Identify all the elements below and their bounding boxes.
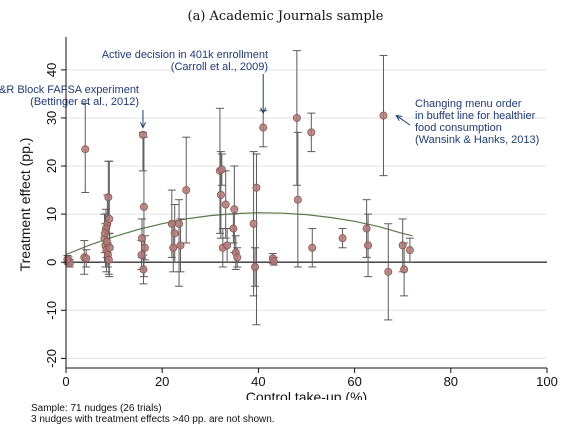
note-omitted: 3 nudges with treatment effects >40 pp. … bbox=[31, 414, 275, 425]
annotations: Active decision in 401k enrollment (Carro… bbox=[0, 49, 539, 146]
data-point bbox=[139, 131, 146, 138]
data-point bbox=[170, 244, 177, 251]
data-point bbox=[183, 186, 190, 193]
note-sample: Sample: 71 nudges (26 trials) bbox=[31, 403, 275, 414]
y-tick-label: -20 bbox=[44, 349, 59, 368]
annotation-menu-line: (Wansink & Hanks, 2013) bbox=[415, 134, 539, 146]
data-point bbox=[308, 129, 315, 136]
data-point bbox=[83, 255, 90, 262]
data-point bbox=[217, 191, 224, 198]
data-point bbox=[106, 215, 113, 222]
data-point bbox=[253, 184, 260, 191]
data-point bbox=[380, 112, 387, 119]
data-point bbox=[218, 166, 225, 173]
data-point bbox=[82, 146, 89, 153]
x-tick-label: 100 bbox=[536, 374, 558, 389]
annotation-menu-line: in buffet line for healthier bbox=[415, 110, 536, 122]
data-point bbox=[138, 235, 145, 242]
data-points bbox=[64, 112, 414, 275]
data-point bbox=[105, 194, 112, 201]
x-tick-label: 40 bbox=[251, 374, 265, 389]
annotation-401k-line: Active decision in 401k enrollment bbox=[102, 49, 268, 61]
data-point bbox=[171, 230, 178, 237]
data-point bbox=[222, 201, 229, 208]
data-point bbox=[385, 268, 392, 275]
data-point bbox=[101, 230, 108, 237]
data-point bbox=[401, 266, 408, 273]
y-tick-label: 10 bbox=[44, 207, 59, 221]
data-point bbox=[251, 263, 258, 270]
annotation-fafsa-line: (Bettinger et al., 2012) bbox=[30, 96, 139, 108]
data-point bbox=[224, 242, 231, 249]
data-point bbox=[105, 256, 112, 263]
y-tick-label: 30 bbox=[44, 111, 59, 125]
y-axis-title: Treatment effect (pp.) bbox=[17, 138, 33, 272]
annotation-menu-line: Changing menu order bbox=[415, 98, 522, 110]
annotation-menu-arrow bbox=[396, 116, 410, 125]
data-point bbox=[168, 220, 175, 227]
data-point bbox=[363, 225, 370, 232]
figure-notes: Sample: 71 nudges (26 trials) 3 nudges w… bbox=[31, 403, 275, 425]
x-tick-label: 60 bbox=[347, 374, 361, 389]
data-point bbox=[250, 220, 257, 227]
data-point bbox=[234, 254, 241, 261]
y-tick-label: 40 bbox=[44, 63, 59, 77]
data-point bbox=[138, 251, 145, 258]
data-point bbox=[399, 242, 406, 249]
annotation-401k-line: (Carroll et al., 2009) bbox=[171, 61, 268, 73]
data-point bbox=[140, 266, 147, 273]
x-tick-label: 20 bbox=[155, 374, 169, 389]
data-point bbox=[406, 247, 413, 254]
y-tick-label: -10 bbox=[44, 301, 59, 320]
annotation-fafsa-line: H&R Block FAFSA experiment bbox=[0, 84, 139, 96]
data-point bbox=[270, 258, 277, 265]
data-point bbox=[364, 242, 371, 249]
data-point bbox=[231, 206, 238, 213]
annotation-fafsa-arrow bbox=[140, 110, 145, 128]
data-point bbox=[293, 114, 300, 121]
data-point bbox=[260, 124, 267, 131]
data-point bbox=[339, 235, 346, 242]
y-tick-label: 20 bbox=[44, 159, 59, 173]
data-point bbox=[106, 244, 113, 251]
data-point bbox=[175, 220, 182, 227]
data-point bbox=[177, 242, 184, 249]
annotation-menu-line: food consumption bbox=[415, 122, 502, 134]
data-point bbox=[230, 225, 237, 232]
data-point bbox=[294, 196, 301, 203]
annotation-menu-arrow-shaft bbox=[396, 116, 410, 125]
x-tick-label: 0 bbox=[62, 374, 69, 389]
annotation-menu: Changing menu order in buffet line for he… bbox=[415, 98, 539, 146]
data-point bbox=[141, 244, 148, 251]
data-point bbox=[140, 203, 147, 210]
data-point bbox=[309, 244, 316, 251]
annotation-fafsa: H&R Block FAFSA experiment (Bettinger et … bbox=[0, 84, 139, 108]
y-tick-label: 0 bbox=[44, 259, 59, 266]
x-axis-title: Control take-up (%) bbox=[246, 389, 367, 400]
x-tick-label: 80 bbox=[444, 374, 458, 389]
annotation-401k-arrow bbox=[261, 74, 266, 113]
